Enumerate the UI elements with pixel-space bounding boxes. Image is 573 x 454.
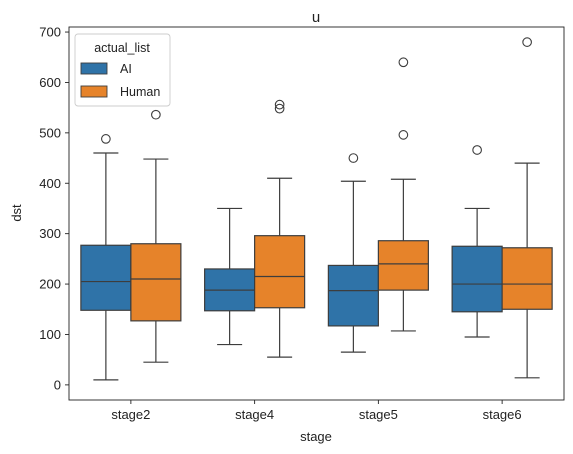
x-tick-label: stage2 xyxy=(111,407,150,422)
outlier-point xyxy=(398,57,409,68)
outlier-point xyxy=(101,134,111,144)
outlier-point xyxy=(274,99,285,110)
legend-swatch-ai xyxy=(80,62,108,75)
box-iqr xyxy=(501,247,553,310)
box-ai-stage4 xyxy=(204,207,256,346)
legend-title: actual_list xyxy=(94,41,150,55)
chart-title: u xyxy=(312,9,320,26)
outlier-point xyxy=(398,130,409,140)
box-human-stage2 xyxy=(130,109,182,363)
y-axis-label: dst xyxy=(9,204,24,222)
outlier-point xyxy=(348,153,359,163)
y-tick-label: 200 xyxy=(39,277,61,292)
box-iqr xyxy=(327,264,379,327)
outlier-point xyxy=(472,145,482,155)
box-iqr xyxy=(254,235,306,309)
box-ai-stage6 xyxy=(451,145,503,338)
box-human-stage5 xyxy=(377,57,429,332)
plot-area xyxy=(80,37,553,381)
outlier-point xyxy=(274,103,285,114)
y-tick-label: 600 xyxy=(39,75,61,90)
box-ai-stage5 xyxy=(327,153,379,353)
box-iqr xyxy=(80,244,132,311)
legend: actual_list AI Human xyxy=(74,33,171,107)
y-tick-label: 0 xyxy=(54,377,61,392)
box-iqr xyxy=(377,240,429,291)
x-tick-label: stage5 xyxy=(359,407,398,422)
y-tick-label: 400 xyxy=(39,176,61,191)
x-axis-label: stage xyxy=(300,429,332,444)
legend-swatch-human xyxy=(80,85,108,98)
y-axis: 0 100 200 300 400 500 600 700 xyxy=(39,25,69,392)
box-ai-stage2 xyxy=(80,134,132,381)
box-human-stage4 xyxy=(254,99,306,358)
legend-label-ai: AI xyxy=(120,62,132,76)
outlier-point xyxy=(151,109,161,120)
x-tick-label: stage4 xyxy=(235,407,274,422)
box-iqr xyxy=(130,243,182,322)
y-tick-label: 500 xyxy=(39,125,61,140)
y-tick-label: 100 xyxy=(39,327,61,342)
outlier-point xyxy=(522,37,532,47)
y-tick-label: 700 xyxy=(39,25,61,40)
y-tick-label: 300 xyxy=(39,226,61,241)
x-tick-label: stage6 xyxy=(483,407,522,422)
box-human-stage6 xyxy=(501,37,553,379)
box-iqr xyxy=(451,245,503,313)
x-axis: stage2 stage4 stage5 stage6 xyxy=(111,400,522,422)
plot-frame xyxy=(68,26,565,401)
legend-label-human: Human xyxy=(120,85,160,99)
